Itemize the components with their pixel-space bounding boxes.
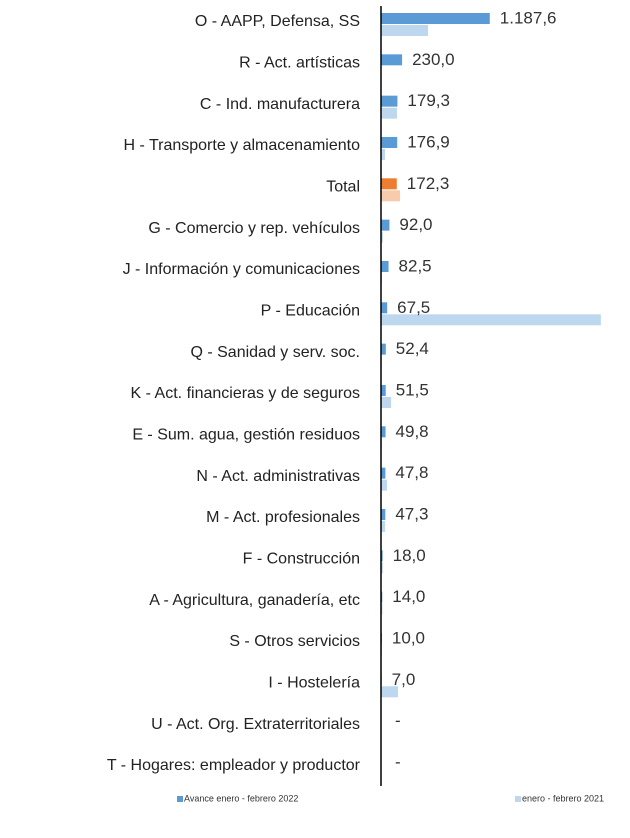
value-label: 18,0 xyxy=(393,546,426,565)
category-label: M - Act. profesionales xyxy=(206,509,360,526)
bar xyxy=(381,550,383,562)
category-label: S - Otros servicios xyxy=(229,633,360,650)
value-label: 172,3 xyxy=(407,174,450,193)
bar xyxy=(381,178,397,190)
bar xyxy=(381,136,398,148)
bar xyxy=(381,219,390,231)
legend-label: enero - febrero 2021 xyxy=(522,793,604,803)
category-label: Total xyxy=(326,179,360,196)
value-label: 47,8 xyxy=(395,463,428,482)
value-label: 176,9 xyxy=(407,132,450,151)
bar xyxy=(381,396,392,408)
bar xyxy=(381,13,490,24)
category-label: I - Hostelería xyxy=(268,674,360,691)
value-label: 47,3 xyxy=(395,504,428,523)
bar xyxy=(381,148,386,160)
value-label: - xyxy=(395,711,401,730)
bar xyxy=(381,479,387,491)
value-label: 51,5 xyxy=(396,380,429,399)
category-label: J - Información y comunicaciones xyxy=(123,261,360,278)
category-label: E - Sum. agua, gestión residuos xyxy=(132,427,360,444)
value-label: 1.187,6 xyxy=(500,8,557,27)
category-label: P - Educación xyxy=(261,303,360,320)
legend-swatch xyxy=(515,796,521,802)
category-label: Q - Sanidad y serv. soc. xyxy=(190,344,360,361)
legend-label: Avance enero - febrero 2022 xyxy=(184,793,298,803)
bar xyxy=(381,260,389,272)
category-label: K - Act. financieras y de seguros xyxy=(131,385,360,402)
bar xyxy=(381,508,386,520)
bar xyxy=(381,520,386,532)
value-label: 92,0 xyxy=(399,215,432,234)
bar xyxy=(381,190,401,202)
bar xyxy=(381,343,386,355)
value-label: 179,3 xyxy=(407,91,450,110)
value-label: 82,5 xyxy=(399,256,432,275)
bar xyxy=(381,467,386,479)
value-label: 230,0 xyxy=(412,50,455,69)
bar xyxy=(381,54,403,66)
bar xyxy=(381,384,386,396)
value-label: - xyxy=(395,752,401,771)
bar xyxy=(381,25,429,36)
legend-swatch xyxy=(177,796,183,802)
value-label: 52,4 xyxy=(396,339,429,358)
category-label: G - Comercio y rep. vehículos xyxy=(148,220,360,237)
category-label: F - Construcción xyxy=(243,551,360,568)
category-label: U - Act. Org. Extraterritoriales xyxy=(151,716,360,733)
value-label: 14,0 xyxy=(392,587,425,606)
category-label: O - AAPP, Defensa, SS xyxy=(195,13,360,30)
bar xyxy=(381,95,398,107)
value-label: 49,8 xyxy=(396,422,429,441)
category-label: H - Transporte y almacenamiento xyxy=(123,137,360,154)
value-label: 67,5 xyxy=(397,298,430,317)
category-label: N - Act. administrativas xyxy=(196,468,360,485)
value-label: 7,0 xyxy=(392,670,416,689)
bar xyxy=(381,107,398,119)
category-label: T - Hogares: empleador y productor xyxy=(107,757,361,774)
category-label: R - Act. artísticas xyxy=(239,55,360,72)
bar xyxy=(381,562,383,574)
bar xyxy=(381,314,601,326)
bar xyxy=(381,686,398,698)
category-label: A - Agricultura, ganadería, etc xyxy=(149,592,360,609)
bar xyxy=(381,302,388,314)
category-label: C - Ind. manufacturera xyxy=(200,96,360,113)
bar xyxy=(381,231,383,243)
bar xyxy=(381,426,386,438)
value-label: 10,0 xyxy=(392,628,425,647)
